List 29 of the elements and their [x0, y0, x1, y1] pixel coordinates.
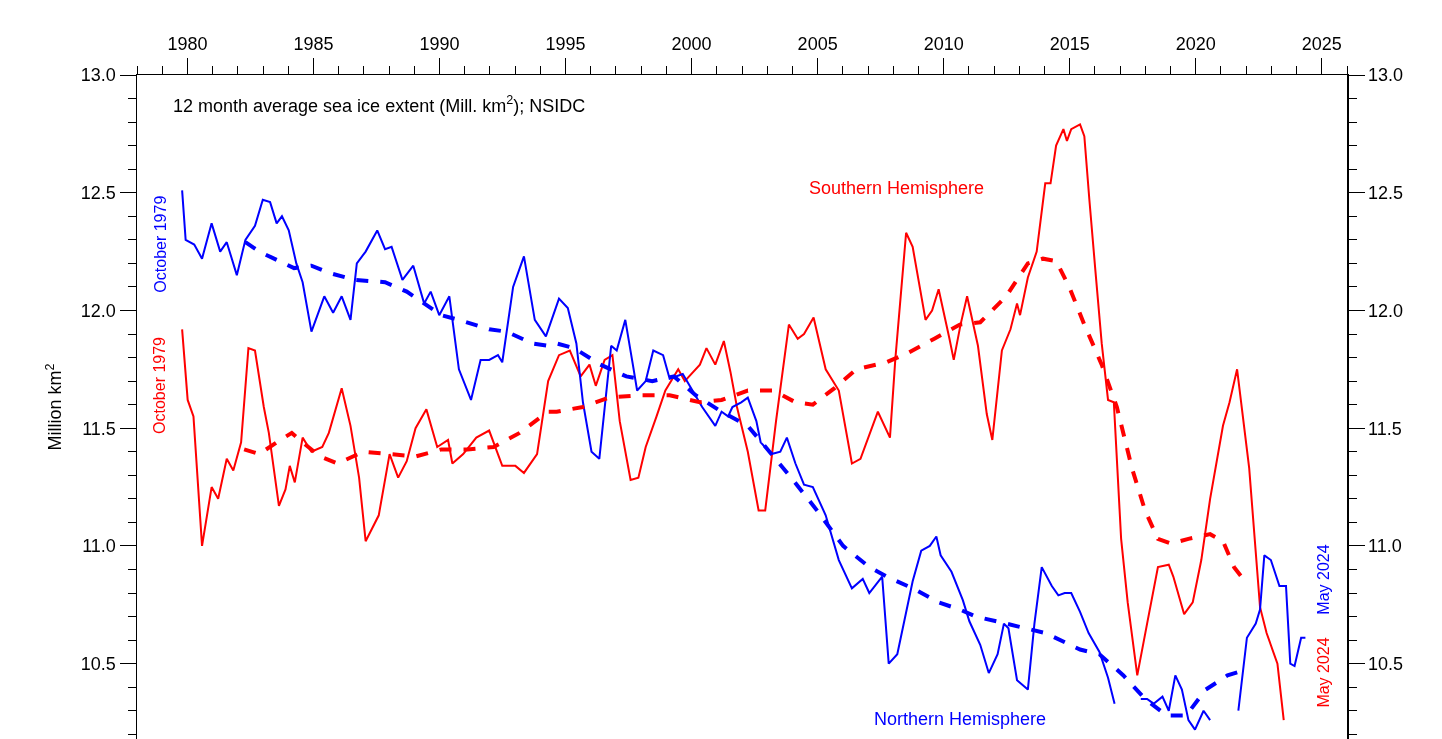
x-tick-label: 1995 — [545, 34, 586, 55]
y2-tick-label: 12.0 — [1368, 300, 1404, 321]
y-tick-label: 11.0 — [82, 536, 116, 557]
x-tick-label: 1990 — [419, 34, 460, 55]
x-tick-label: 1985 — [293, 34, 334, 55]
y-tick-label: 13.0 — [80, 65, 116, 86]
y-tick-label: 12.5 — [80, 183, 116, 204]
annotation: May 2024 — [1315, 637, 1333, 708]
x-tick-label: 2005 — [797, 34, 838, 55]
series-label: Northern Hemisphere — [874, 709, 1047, 729]
x-tick-label: 2020 — [1175, 34, 1216, 55]
annotation: October 1979 — [151, 336, 169, 434]
x-tick-label: 1980 — [167, 34, 208, 55]
annotation: 12 month average sea ice extent (Mill. km$^{2}$); NSIDC — [173, 93, 586, 116]
annotation: May 2024 — [1315, 544, 1333, 615]
text: Southern Hemisphere — [809, 178, 985, 198]
x-tick-label: 2010 — [923, 34, 964, 55]
y2-tick-label: 11.5 — [1368, 418, 1402, 439]
y2-tick-label: 10.5 — [1368, 653, 1404, 674]
x-tick-label: 2025 — [1301, 34, 1342, 55]
y2-tick-label: 12.5 — [1368, 183, 1404, 204]
y-tick-label: 10.5 — [80, 653, 116, 674]
x-tick-label: 2000 — [671, 34, 712, 55]
y-tick-label: 12.0 — [80, 300, 116, 321]
y2-tick-label: 11.0 — [1368, 536, 1402, 557]
x-tick-label: 2015 — [1049, 34, 1090, 55]
annotation: October 1979 — [151, 195, 169, 293]
y2-tick-label: 13.0 — [1368, 65, 1404, 86]
y-tick-label: 11.5 — [82, 418, 116, 439]
